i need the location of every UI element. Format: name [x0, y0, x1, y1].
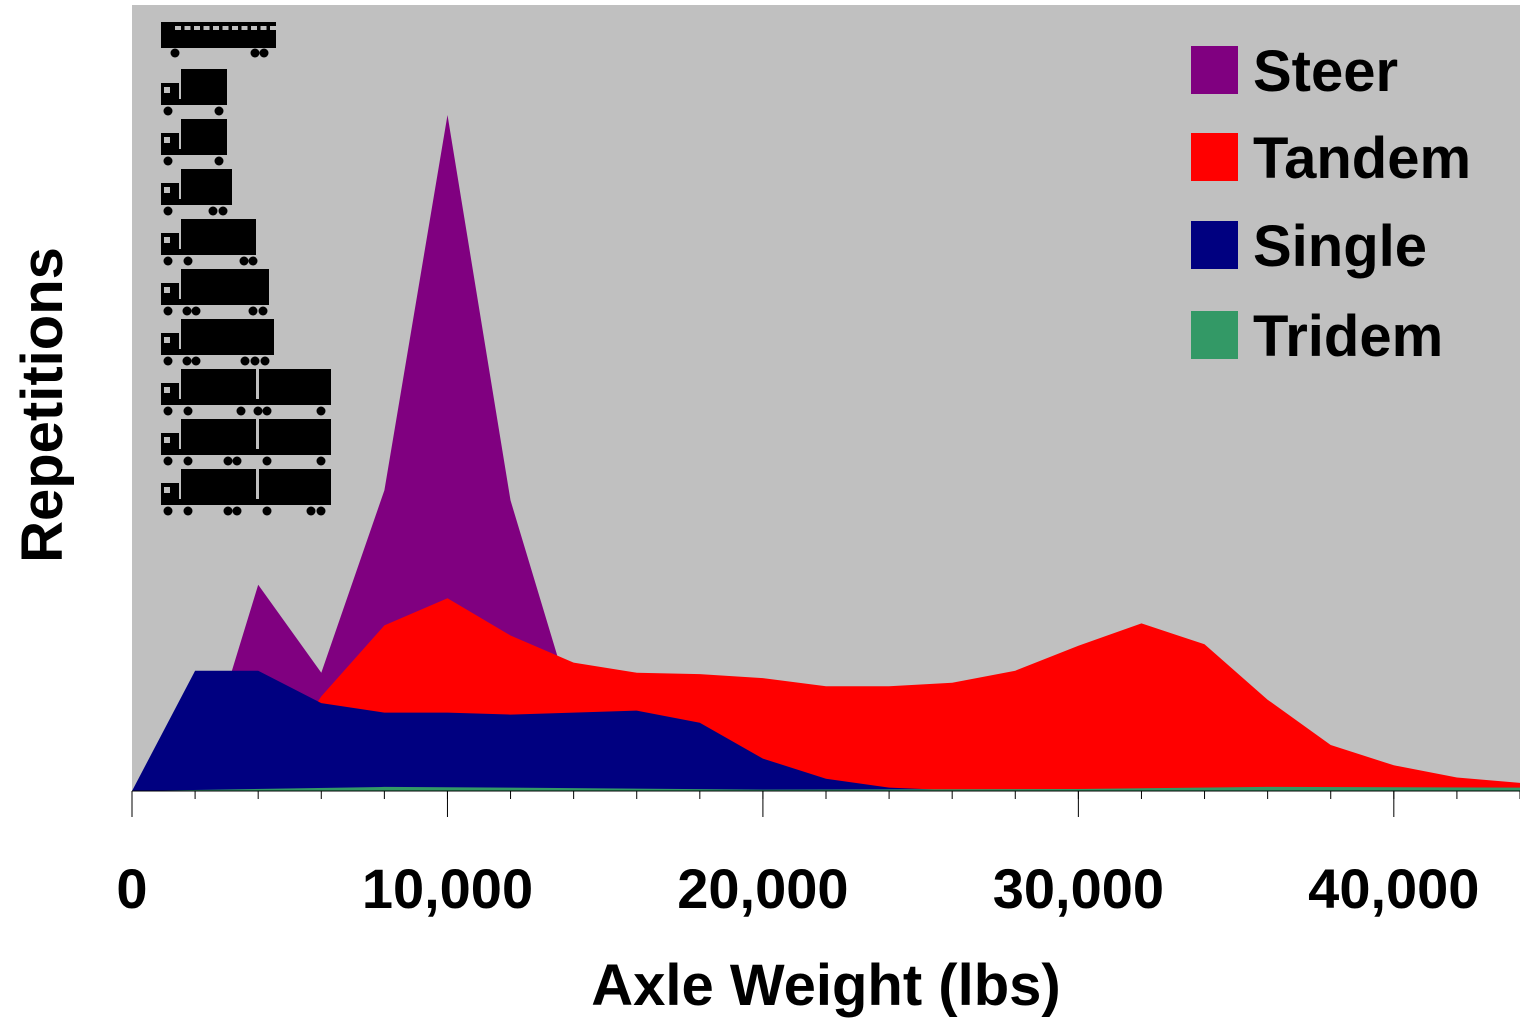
legend-label-tandem: Tandem: [1253, 126, 1471, 191]
two-axle-truck-icon: [161, 69, 227, 116]
x-tick-label: 10,000: [362, 857, 533, 920]
y-axis-title: Repetitions: [10, 247, 75, 563]
tractor-trailer-icon: [161, 269, 269, 316]
legend: Steer Tandem Single Tridem: [1191, 39, 1471, 369]
legend-swatch-single: [1191, 221, 1238, 269]
series-area-steer: [195, 115, 700, 791]
double-trailer-icon: [161, 419, 331, 466]
vehicle-class-icons: [161, 22, 331, 516]
x-axis: 0 10,000 20,000 30,000 40,000: [116, 790, 1520, 920]
three-axle-truck-icon: [161, 169, 232, 216]
x-tick-label: 40,000: [1308, 857, 1479, 920]
bus-icon: [161, 22, 276, 58]
series-area-single: [132, 670, 1016, 791]
double-trailer-icon: [161, 369, 331, 416]
series-layer: [132, 115, 1520, 791]
tractor-trailer-icon: [161, 219, 258, 266]
legend-label-single: Single: [1253, 214, 1427, 279]
legend-label-steer: Steer: [1253, 39, 1398, 104]
legend-label-tridem: Tridem: [1253, 304, 1443, 369]
legend-swatch-tridem: [1191, 311, 1238, 359]
series-area-tridem: [132, 786, 1520, 791]
two-axle-truck-icon: [161, 119, 227, 166]
tractor-trailer-icon: [161, 319, 274, 366]
legend-swatch-steer: [1191, 46, 1238, 94]
double-trailer-icon: [161, 469, 331, 516]
x-tick-label: 20,000: [677, 857, 848, 920]
x-tick-label: 0: [116, 857, 147, 920]
x-axis-title: Axle Weight (lbs): [591, 953, 1060, 1018]
x-tick-label: 30,000: [993, 857, 1164, 920]
legend-swatch-tandem: [1191, 133, 1238, 181]
